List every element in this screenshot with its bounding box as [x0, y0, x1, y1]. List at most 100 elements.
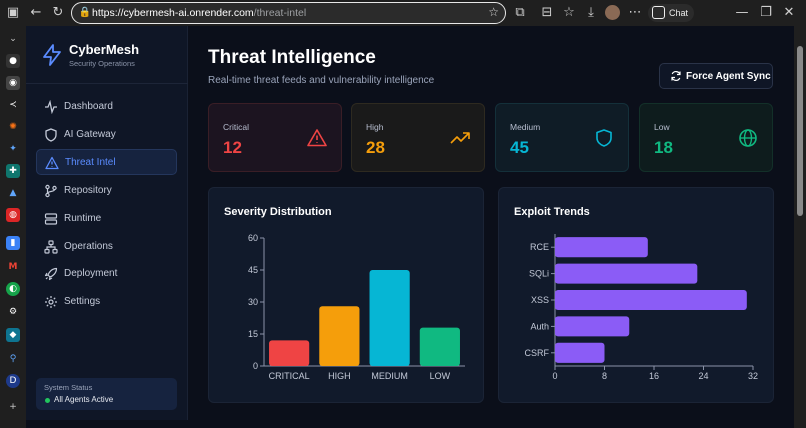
activity-icon: [45, 100, 57, 114]
force-agent-sync-button[interactable]: Force Agent Sync: [659, 63, 773, 89]
sidebar-item-label: Runtime: [64, 213, 102, 224]
sidebar-item-operations[interactable]: Operations: [36, 234, 177, 260]
app-icon[interactable]: ⚙: [8, 307, 18, 317]
stat-card-critical: Critical 12: [208, 103, 342, 172]
page-title: Threat Intelligence: [208, 47, 376, 68]
x-tick-label: 16: [649, 371, 659, 381]
sidebar-toggle-icon[interactable]: ▣: [6, 5, 20, 20]
sidebar-item-threat-intel[interactable]: Threat Intel: [36, 149, 177, 175]
minimize-icon[interactable]: —: [735, 5, 749, 20]
split-screen-icon[interactable]: ⊟: [541, 5, 553, 20]
app-icon[interactable]: ◍: [6, 208, 20, 222]
status-title: System Status: [44, 383, 93, 392]
bar-medium: [369, 270, 410, 366]
divider: [26, 83, 188, 84]
sidebar-item-repository[interactable]: Repository: [36, 178, 177, 204]
rocket-icon: [44, 267, 58, 281]
gmail-icon[interactable]: M: [8, 262, 18, 272]
restore-icon[interactable]: ❐: [760, 5, 772, 20]
close-icon[interactable]: ✕: [783, 5, 795, 20]
exploit-trends-panel: Exploit Trends 0 8 16 24 32 RCE SQLi XSS Auth CSR…: [498, 187, 774, 403]
address-bar[interactable]: 🔒 https://cybermesh-ai.onrender.com/thre…: [71, 2, 506, 24]
severity-bar-chart: 0 15 30 45 60 CRITICAL HIGH MEDIUM LOW: [248, 233, 465, 381]
stat-label: Low: [654, 122, 670, 132]
y-tick-label: RCE: [530, 242, 549, 252]
stat-value: 12: [223, 138, 242, 157]
bar-csrf: [555, 342, 605, 363]
stat-label: High: [366, 122, 384, 132]
sidebar-item-label: Dashboard: [64, 101, 113, 112]
server-icon: [44, 213, 58, 225]
sync-label: Force Agent Sync: [686, 71, 771, 82]
stat-label: Medium: [510, 122, 541, 132]
panel-title: Exploit Trends: [514, 206, 590, 218]
browser-sidebar: ⌄ ● ◉ ≺ ✺ ✦ ✚ ▲ ◍ ▮ M ◐ ⚙ ◆ ⚲ D +: [0, 26, 26, 428]
git-branch-icon: [45, 184, 57, 198]
url-text: https://cybermesh-ai.onrender.com/threat…: [92, 7, 307, 19]
extensions-icon[interactable]: ⧉: [515, 5, 525, 20]
app-icon[interactable]: ✚: [6, 164, 20, 178]
status-indicator: [45, 398, 50, 403]
y-tick-label: 60: [248, 233, 258, 243]
chat-button[interactable]: Chat: [648, 4, 695, 22]
favorites-icon[interactable]: ☆: [563, 5, 575, 20]
y-tick-label: 0: [253, 361, 258, 371]
sidebar-item-label: Repository: [64, 185, 112, 196]
x-tick-label: MEDIUM: [371, 371, 408, 381]
network-icon: [44, 240, 58, 254]
exploit-bar-chart: 0 8 16 24 32 RCE SQLi XSS Auth CSRF: [525, 234, 758, 381]
search-icon[interactable]: ⚲: [9, 354, 17, 364]
x-tick-label: LOW: [430, 371, 451, 381]
sidebar-item-dashboard[interactable]: Dashboard: [36, 94, 177, 120]
x-tick-label: 24: [698, 371, 708, 381]
scrollbar-thumb[interactable]: [797, 46, 803, 216]
github-icon[interactable]: ●: [6, 54, 20, 68]
sidebar-item-deployment[interactable]: Deployment: [36, 261, 177, 287]
stat-value: 45: [510, 138, 529, 157]
app-icon[interactable]: ▮: [6, 236, 20, 250]
stat-value: 18: [654, 138, 673, 157]
reload-icon[interactable]: ↻: [52, 5, 64, 20]
chat-label: Chat: [669, 8, 689, 18]
y-tick-label: 45: [248, 265, 258, 275]
stat-card-high: High 28: [351, 103, 485, 172]
sidebar-item-ai-gateway[interactable]: AI Gateway: [36, 122, 177, 148]
lock-icon: 🔒: [78, 7, 92, 18]
app-icon[interactable]: ◆: [6, 328, 20, 342]
app-icon[interactable]: ◐: [6, 282, 20, 296]
app-icon[interactable]: ▲: [9, 188, 17, 198]
collapse-icon[interactable]: ⌄: [9, 34, 17, 44]
page-scrollbar[interactable]: [794, 26, 806, 428]
brand-name: CyberMesh: [69, 42, 140, 57]
downloads-icon[interactable]: ⤓: [588, 5, 594, 20]
y-tick-label: XSS: [531, 295, 549, 305]
app-icon[interactable]: D: [6, 374, 20, 388]
more-menu-icon[interactable]: ⋯: [628, 5, 642, 20]
warning-icon: [45, 156, 59, 170]
bookmark-star-icon[interactable]: ☆: [488, 5, 499, 19]
add-icon[interactable]: +: [9, 402, 17, 412]
y-tick-label: 30: [248, 297, 258, 307]
bar-rce: [555, 237, 648, 258]
app-icon[interactable]: ≺: [9, 100, 17, 110]
sidebar-item-settings[interactable]: Settings: [36, 289, 177, 315]
shield-icon: [45, 128, 57, 142]
globe-icon: [739, 129, 757, 147]
app-icon[interactable]: ✺: [9, 122, 17, 132]
status-value: All Agents Active: [54, 395, 114, 404]
panel-title: Severity Distribution: [224, 206, 332, 218]
bar-sqli: [555, 263, 698, 284]
back-icon[interactable]: ←: [30, 5, 42, 20]
sidebar-item-runtime[interactable]: Runtime: [36, 206, 177, 232]
app-icon[interactable]: ◉: [6, 76, 20, 90]
profile-avatar[interactable]: [605, 5, 620, 20]
sidebar-item-label: AI Gateway: [64, 129, 116, 140]
app-icon[interactable]: ✦: [9, 144, 17, 154]
shield-icon: [596, 129, 612, 147]
bar-high: [319, 306, 360, 366]
bar-critical: [269, 340, 310, 366]
x-tick-label: 8: [602, 371, 607, 381]
trending-up-icon: [450, 132, 470, 144]
main-content: Threat Intelligence Real-time threat fee…: [189, 26, 794, 420]
refresh-icon: [671, 70, 681, 82]
